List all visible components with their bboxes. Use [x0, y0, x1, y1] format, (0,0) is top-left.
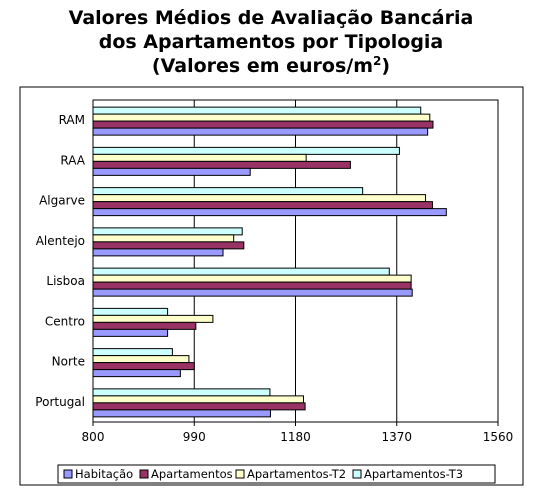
units-prefix: (Valores em euros/m: [151, 55, 374, 77]
legend-swatch: [352, 469, 362, 479]
bar: [92, 281, 412, 290]
category-label: RAA: [60, 153, 85, 167]
category-label: RAM: [59, 113, 85, 127]
units-suffix: ): [381, 55, 391, 77]
bar: [92, 167, 251, 176]
bar: [92, 160, 351, 169]
bar: [92, 267, 390, 276]
bar: [92, 201, 433, 210]
legend-swatch: [235, 469, 245, 479]
legend-swatch: [139, 469, 149, 479]
bar: [92, 409, 271, 418]
x-tick-label: 1180: [280, 430, 311, 444]
chart-title-units: (Valores em euros/m2): [0, 54, 542, 78]
bar: [92, 321, 197, 330]
chart-title: Valores Médios de Avaliação Bancária dos…: [0, 6, 542, 78]
bar: [92, 208, 447, 217]
bar: [92, 241, 245, 250]
bar: [92, 227, 243, 236]
legend-label: Apartamentos: [151, 467, 233, 481]
bar: [92, 388, 271, 397]
bar: [92, 402, 306, 411]
x-tick-label: 1370: [381, 430, 412, 444]
x-tick-label: 800: [82, 430, 105, 444]
bar: [92, 194, 427, 203]
chart-title-line-1: Valores Médios de Avaliação Bancária: [68, 7, 474, 29]
category-label: Norte: [52, 355, 85, 369]
bar: [92, 369, 181, 378]
bar: [92, 348, 173, 357]
legend-swatch: [63, 469, 73, 479]
bar: [92, 248, 224, 257]
bar: [92, 307, 169, 316]
legend-box: [57, 464, 496, 484]
bar: [92, 314, 214, 323]
legend-label: Habitação: [75, 467, 133, 481]
category-label: Algarve: [39, 194, 85, 208]
bar: [92, 106, 422, 115]
category-label: Lisboa: [46, 274, 85, 288]
category-label: Alentejo: [36, 234, 85, 248]
bar: [92, 120, 434, 129]
bar: [92, 362, 195, 371]
units-superscript: 2: [373, 54, 382, 68]
bar: [92, 127, 429, 136]
category-label: Portugal: [35, 395, 85, 409]
bar: [92, 395, 304, 404]
bar: [92, 146, 400, 155]
chart-title-line-2: dos Apartamentos por Tipologia: [98, 31, 444, 53]
bar: [92, 274, 412, 283]
bar: [92, 355, 190, 364]
legend-label: Apartamentos-T2: [247, 467, 346, 481]
bar: [92, 113, 431, 122]
legend-label: Apartamentos-T3: [364, 467, 463, 481]
x-tick-label: 1560: [483, 430, 514, 444]
bar: [92, 187, 364, 196]
category-label: Centro: [45, 314, 85, 328]
bar: [92, 328, 169, 337]
bar: [92, 153, 307, 162]
bar: [92, 288, 413, 297]
bar: [92, 234, 235, 243]
x-tick-label: 990: [183, 430, 206, 444]
chart-outer-border: [19, 86, 524, 486]
